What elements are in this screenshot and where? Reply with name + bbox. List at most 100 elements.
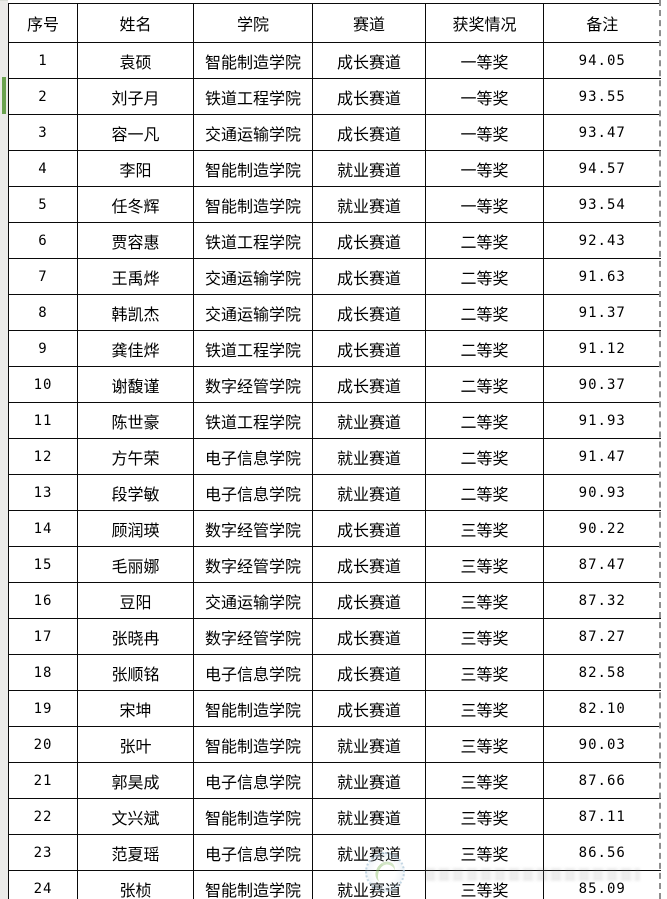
cell-college[interactable]: 电子信息学院 bbox=[193, 834, 313, 871]
cell-index[interactable]: 18 bbox=[8, 654, 78, 691]
cell-remark[interactable]: 91.47 bbox=[543, 438, 661, 475]
cell-index[interactable]: 3 bbox=[8, 114, 78, 151]
cell-remark[interactable]: 85.09 bbox=[543, 870, 661, 899]
cell-award[interactable]: 三等奖 bbox=[425, 618, 544, 655]
cell-name[interactable]: 陈世豪 bbox=[77, 402, 194, 439]
cell-remark[interactable]: 91.12 bbox=[543, 330, 661, 367]
cell-track[interactable]: 就业赛道 bbox=[312, 870, 426, 899]
cell-name[interactable]: 张叶 bbox=[77, 726, 194, 763]
cell-index[interactable]: 13 bbox=[8, 474, 78, 511]
cell-name[interactable]: 贾容惠 bbox=[77, 222, 194, 259]
cell-remark[interactable]: 87.47 bbox=[543, 546, 661, 583]
cell-index[interactable]: 5 bbox=[8, 186, 78, 223]
cell-name[interactable]: 方午荣 bbox=[77, 438, 194, 475]
cell-track[interactable]: 就业赛道 bbox=[312, 186, 426, 223]
cell-name[interactable]: 谢馥谨 bbox=[77, 366, 194, 403]
cell-college[interactable]: 交通运输学院 bbox=[193, 582, 313, 619]
cell-college[interactable]: 智能制造学院 bbox=[193, 186, 313, 223]
cell-college[interactable]: 数字经管学院 bbox=[193, 510, 313, 547]
cell-name[interactable]: 文兴斌 bbox=[77, 798, 194, 835]
cell-index[interactable]: 10 bbox=[8, 366, 78, 403]
cell-award[interactable]: 二等奖 bbox=[425, 438, 544, 475]
cell-college[interactable]: 智能制造学院 bbox=[193, 870, 313, 899]
cell-remark[interactable]: 92.43 bbox=[543, 222, 661, 259]
cell-name[interactable]: 刘子月 bbox=[77, 78, 194, 115]
cell-track[interactable]: 就业赛道 bbox=[312, 402, 426, 439]
cell-track[interactable]: 就业赛道 bbox=[312, 726, 426, 763]
cell-remark[interactable]: 90.22 bbox=[543, 510, 661, 547]
cell-remark[interactable]: 93.55 bbox=[543, 78, 661, 115]
cell-remark[interactable]: 93.47 bbox=[543, 114, 661, 151]
cell-remark[interactable]: 94.57 bbox=[543, 150, 661, 187]
cell-name[interactable]: 李阳 bbox=[77, 150, 194, 187]
cell-award[interactable]: 三等奖 bbox=[425, 510, 544, 547]
cell-college[interactable]: 电子信息学院 bbox=[193, 762, 313, 799]
cell-award[interactable]: 二等奖 bbox=[425, 474, 544, 511]
cell-index[interactable]: 19 bbox=[8, 690, 78, 727]
cell-name[interactable]: 张晓冉 bbox=[77, 618, 194, 655]
cell-track[interactable]: 成长赛道 bbox=[312, 222, 426, 259]
cell-name[interactable]: 袁硕 bbox=[77, 42, 194, 79]
cell-name[interactable]: 毛丽娜 bbox=[77, 546, 194, 583]
cell-award[interactable]: 二等奖 bbox=[425, 294, 544, 331]
cell-index[interactable]: 6 bbox=[8, 222, 78, 259]
cell-remark[interactable]: 91.37 bbox=[543, 294, 661, 331]
cell-college[interactable]: 数字经管学院 bbox=[193, 618, 313, 655]
cell-track[interactable]: 就业赛道 bbox=[312, 150, 426, 187]
cell-name[interactable]: 龚佳烨 bbox=[77, 330, 194, 367]
cell-college[interactable]: 智能制造学院 bbox=[193, 42, 313, 79]
cell-index[interactable]: 20 bbox=[8, 726, 78, 763]
cell-track[interactable]: 成长赛道 bbox=[312, 114, 426, 151]
cell-name[interactable]: 段学敏 bbox=[77, 474, 194, 511]
cell-award[interactable]: 一等奖 bbox=[425, 150, 544, 187]
cell-award[interactable]: 二等奖 bbox=[425, 366, 544, 403]
cell-remark[interactable]: 82.10 bbox=[543, 690, 661, 727]
cell-index[interactable]: 14 bbox=[8, 510, 78, 547]
cell-track[interactable]: 成长赛道 bbox=[312, 582, 426, 619]
cell-name[interactable]: 郭昊成 bbox=[77, 762, 194, 799]
cell-index[interactable]: 22 bbox=[8, 798, 78, 835]
cell-award[interactable]: 三等奖 bbox=[425, 834, 544, 871]
cell-college[interactable]: 智能制造学院 bbox=[193, 798, 313, 835]
cell-remark[interactable]: 94.05 bbox=[543, 42, 661, 79]
cell-track[interactable]: 就业赛道 bbox=[312, 762, 426, 799]
cell-index[interactable]: 4 bbox=[8, 150, 78, 187]
header-cell-track[interactable]: 赛道 bbox=[312, 3, 426, 43]
cell-name[interactable]: 任冬辉 bbox=[77, 186, 194, 223]
cell-index[interactable]: 8 bbox=[8, 294, 78, 331]
header-cell-college[interactable]: 学院 bbox=[193, 3, 313, 43]
cell-track[interactable]: 成长赛道 bbox=[312, 258, 426, 295]
cell-remark[interactable]: 87.27 bbox=[543, 618, 661, 655]
cell-name[interactable]: 张顺铭 bbox=[77, 654, 194, 691]
cell-track[interactable]: 成长赛道 bbox=[312, 546, 426, 583]
cell-award[interactable]: 三等奖 bbox=[425, 798, 544, 835]
cell-name[interactable]: 范夏瑶 bbox=[77, 834, 194, 871]
cell-index[interactable]: 1 bbox=[8, 42, 78, 79]
cell-award[interactable]: 三等奖 bbox=[425, 582, 544, 619]
cell-index[interactable]: 11 bbox=[8, 402, 78, 439]
cell-track[interactable]: 就业赛道 bbox=[312, 798, 426, 835]
cell-college[interactable]: 电子信息学院 bbox=[193, 438, 313, 475]
cell-index[interactable]: 24 bbox=[8, 870, 78, 899]
cell-track[interactable]: 成长赛道 bbox=[312, 294, 426, 331]
cell-college[interactable]: 数字经管学院 bbox=[193, 366, 313, 403]
cell-remark[interactable]: 91.93 bbox=[543, 402, 661, 439]
cell-name[interactable]: 王禹烨 bbox=[77, 258, 194, 295]
cell-track[interactable]: 就业赛道 bbox=[312, 474, 426, 511]
cell-award[interactable]: 一等奖 bbox=[425, 78, 544, 115]
cell-remark[interactable]: 93.54 bbox=[543, 186, 661, 223]
cell-college[interactable]: 交通运输学院 bbox=[193, 258, 313, 295]
cell-college[interactable]: 交通运输学院 bbox=[193, 114, 313, 151]
cell-remark[interactable]: 91.63 bbox=[543, 258, 661, 295]
cell-index[interactable]: 12 bbox=[8, 438, 78, 475]
cell-college[interactable]: 电子信息学院 bbox=[193, 474, 313, 511]
cell-index[interactable]: 15 bbox=[8, 546, 78, 583]
header-cell-award[interactable]: 获奖情况 bbox=[425, 3, 544, 43]
cell-track[interactable]: 成长赛道 bbox=[312, 366, 426, 403]
cell-award[interactable]: 二等奖 bbox=[425, 222, 544, 259]
cell-index[interactable]: 17 bbox=[8, 618, 78, 655]
cell-track[interactable]: 成长赛道 bbox=[312, 42, 426, 79]
cell-track[interactable]: 就业赛道 bbox=[312, 834, 426, 871]
cell-college[interactable]: 智能制造学院 bbox=[193, 150, 313, 187]
cell-remark[interactable]: 86.56 bbox=[543, 834, 661, 871]
